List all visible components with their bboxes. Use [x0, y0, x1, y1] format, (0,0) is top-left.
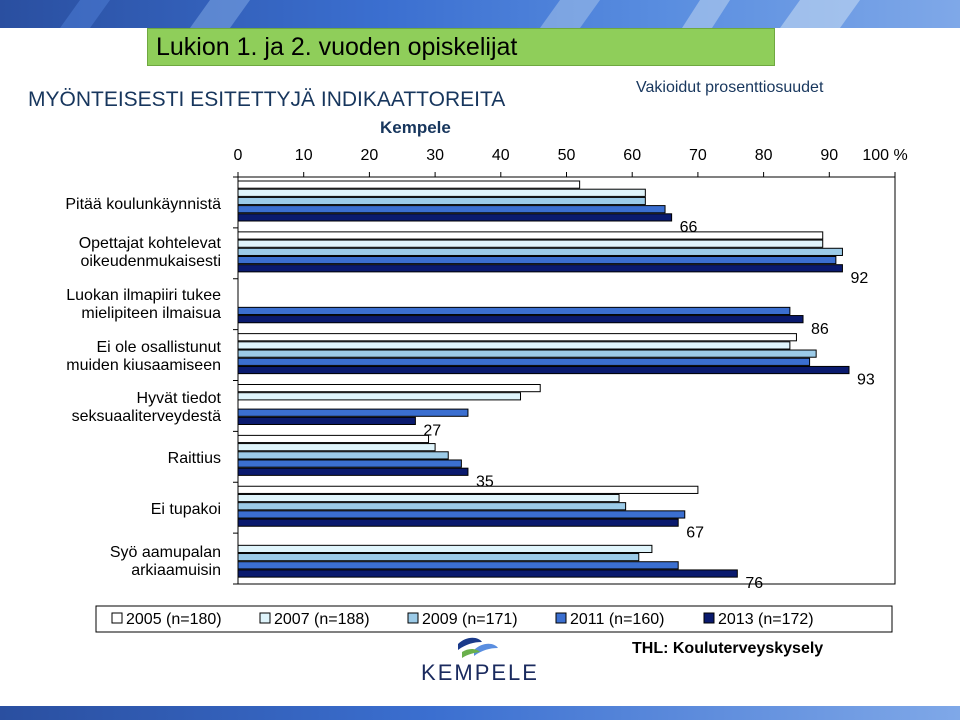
- bar-2-2: [237, 239, 824, 248]
- bar-5-5: [237, 416, 416, 425]
- category-label: Hyvät tiedot seksuaaliterveydestä: [72, 390, 222, 425]
- slide-title: Lukion 1. ja 2. vuoden opiskelijat: [147, 28, 775, 66]
- bar-4-3: [237, 306, 791, 316]
- bar-2-8: [237, 544, 653, 554]
- municipality-label: Kempele: [380, 118, 451, 137]
- bar-2-4: [237, 341, 791, 350]
- leaf-icon: [458, 637, 498, 658]
- legend-label: 2007 (n=188): [274, 611, 370, 628]
- bar-4-2: [237, 255, 837, 265]
- bar-1-2: [237, 231, 824, 240]
- standardized-note: Vakioidut prosenttiosuudet: [636, 79, 824, 96]
- x-tick-label: 40: [492, 147, 510, 164]
- category-label: Raittius: [168, 450, 221, 467]
- bar-5-7: [237, 518, 679, 527]
- source-note: THL: Kouluterveyskysely: [632, 640, 824, 657]
- data-label: 86: [811, 321, 829, 338]
- bar-3-8: [237, 553, 640, 562]
- legend-swatch: [703, 612, 715, 624]
- top-decor-stripes: [60, 0, 860, 28]
- legend-swatch: [555, 612, 567, 624]
- data-label: 92: [850, 270, 868, 287]
- bar-3-4: [237, 349, 817, 358]
- x-tick-label: 10: [295, 147, 313, 164]
- bar-1-7: [237, 485, 699, 494]
- bar-4-4: [237, 357, 811, 366]
- bar-2-7: [237, 493, 620, 503]
- bar-1-1: [237, 180, 581, 189]
- legend-label: 2013 (n=172): [718, 611, 814, 628]
- bar-3-1: [237, 196, 646, 206]
- category-label: Ei tupakoi: [151, 501, 221, 518]
- chart-subtitle: MYÖNTEISESTI ESITETTYJÄ INDIKAATTOREITA: [28, 88, 506, 111]
- bar-2-1: [237, 188, 646, 197]
- category-label: Luokan ilmapiiri tukee mielipiteen ilmais…: [66, 287, 221, 322]
- data-label: 67: [686, 524, 704, 541]
- legend-box: [95, 605, 893, 633]
- bottom-decor-band: [0, 706, 960, 720]
- legend-swatch: [111, 612, 123, 624]
- data-label: 76: [745, 575, 763, 592]
- bar-2-6: [237, 443, 436, 452]
- legend-label: 2011 (n=160): [570, 611, 664, 628]
- kempele-logo: KEMPELE: [421, 637, 539, 684]
- x-tick-label: 70: [689, 147, 707, 164]
- bar-2-5: [237, 392, 522, 401]
- x-tick-label: 50: [558, 147, 576, 164]
- x-tick-label: 0: [234, 147, 243, 164]
- legend-label: 2005 (n=180): [126, 611, 222, 628]
- data-label: 93: [857, 372, 875, 389]
- x-tick-label: 20: [361, 147, 379, 164]
- bar-4-1: [237, 205, 666, 214]
- bar-4-6: [237, 459, 462, 468]
- category-label: Pitää koulunkäynnistä: [65, 196, 221, 213]
- bar-1-6: [237, 434, 430, 444]
- bar-3-2: [237, 247, 843, 256]
- category-label: Ei ole osallistunut muiden kiusaamiseen: [66, 339, 221, 374]
- logo-wordmark: KEMPELE: [421, 660, 539, 684]
- bar-4-7: [237, 510, 686, 519]
- bar-1-5: [237, 384, 541, 393]
- category-label: Syö aamupalan arkiaamuisin: [110, 544, 221, 579]
- bar-3-7: [237, 502, 627, 511]
- x-tick-label: 30: [426, 147, 444, 164]
- bar-5-4: [237, 365, 850, 375]
- bar-3-6: [237, 451, 449, 460]
- bar-chart: 0 10 20 30 40 50 60 70 80 90 100 % Pitää koulunkäyn…: [65, 147, 908, 633]
- bar-5-2: [237, 264, 843, 273]
- bar-4-5: [237, 408, 469, 417]
- x-tick-label: 90: [820, 147, 838, 164]
- bar-5-1: [237, 213, 673, 222]
- bar-5-8: [237, 569, 738, 578]
- bar-4-8: [237, 561, 679, 570]
- legend-swatch: [259, 612, 271, 624]
- legend-swatch: [407, 612, 419, 624]
- bar-5-3: [237, 315, 804, 324]
- bar-5-6: [237, 467, 469, 476]
- category-label: Opettajat kohtelevat oikeudenmukaisesti: [79, 235, 222, 270]
- x-tick-label: 60: [623, 147, 641, 164]
- bar-1-4: [237, 333, 797, 342]
- x-tick-label: 100 %: [862, 147, 907, 164]
- legend-label: 2009 (n=171): [422, 611, 518, 628]
- x-tick-label: 80: [755, 147, 773, 164]
